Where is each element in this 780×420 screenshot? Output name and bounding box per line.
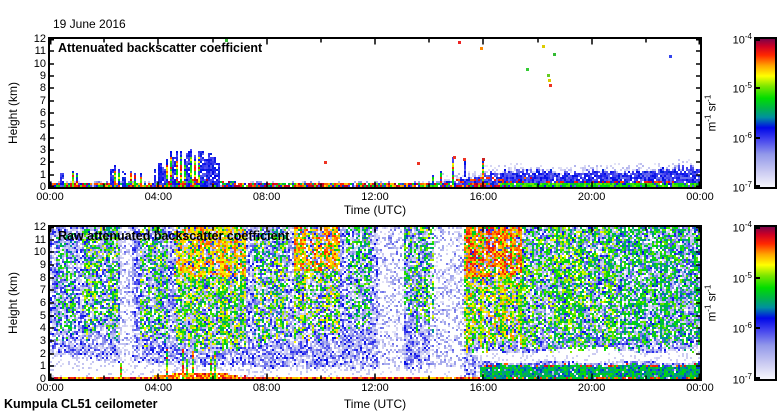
colorbar-tick-mark bbox=[756, 227, 760, 229]
y-tick-label: 3 bbox=[39, 144, 46, 156]
x-tick-label: 12:00 bbox=[361, 191, 389, 203]
x-tick-label: 04:00 bbox=[144, 382, 173, 394]
x-tick-label: 12:00 bbox=[361, 382, 389, 394]
plot-title-attenuated: Attenuated backscatter coefficient bbox=[58, 41, 263, 55]
x-tick-label: 20:00 bbox=[577, 191, 606, 203]
colorbar-tick-label: 10-6 bbox=[732, 130, 752, 146]
y-tick-label: 5 bbox=[39, 119, 46, 132]
y-tick-label: 5 bbox=[39, 309, 46, 322]
y-tick-label: 7 bbox=[39, 94, 46, 107]
colorbar-tick-mark bbox=[756, 377, 760, 379]
y-axis-label-attenuated: Height (km) bbox=[6, 81, 20, 145]
station-label: Kumpula CL51 ceilometer bbox=[4, 397, 158, 411]
y-tick-label: 2 bbox=[39, 156, 46, 169]
y-tick-label: 3 bbox=[39, 335, 46, 347]
y-tick-label: 6 bbox=[39, 297, 46, 309]
y-tick-label: 9 bbox=[39, 259, 46, 271]
colorbar-tick-mark bbox=[756, 185, 760, 187]
plot-title-raw: Raw attenuated backscatter coefficient bbox=[58, 229, 290, 243]
x-tick-label: 20:00 bbox=[577, 382, 606, 394]
x-tick-label: 00:00 bbox=[36, 382, 64, 394]
colorbar-tick-mark bbox=[756, 87, 760, 90]
heatmap-canvas-attenuated bbox=[50, 39, 700, 187]
x-tick-label: 16:00 bbox=[469, 191, 498, 203]
y-tick-label: 1 bbox=[39, 168, 46, 181]
x-axis-label-raw: Time (UTC) bbox=[343, 397, 407, 411]
y-axis-label-raw: Height (km) bbox=[6, 271, 20, 335]
colorbar-gradient-attenuated bbox=[756, 39, 775, 187]
x-tick-label: 08:00 bbox=[252, 382, 281, 394]
colorbar-tick-mark bbox=[756, 136, 760, 139]
y-tick-label: 4 bbox=[39, 131, 46, 144]
y-tick-label: 0 bbox=[39, 181, 46, 193]
plot-area-attenuated: Attenuated backscatter coefficient bbox=[48, 37, 702, 189]
x-tick-label: 00:00 bbox=[686, 191, 714, 203]
heatmap-canvas-raw bbox=[50, 227, 700, 379]
y-tick-label: 1 bbox=[39, 360, 46, 373]
y-tick-label: 6 bbox=[39, 107, 46, 119]
y-tick-label: 8 bbox=[39, 82, 46, 95]
x-axis-label-attenuated: Time (UTC) bbox=[343, 203, 407, 217]
colorbar-tick-label: 10-4 bbox=[732, 220, 752, 235]
colorbar-unit-label: m-1 sr-1 bbox=[703, 94, 719, 132]
colorbar-tick-label: 10-7 bbox=[732, 372, 752, 387]
y-tick-label: 11 bbox=[34, 233, 46, 246]
x-tick-label: 00:00 bbox=[36, 191, 64, 203]
colorbar-attenuated bbox=[754, 37, 777, 189]
x-tick-label: 04:00 bbox=[144, 191, 173, 203]
x-tick-label: 00:00 bbox=[686, 382, 714, 394]
y-tick-label: 2 bbox=[39, 347, 46, 360]
colorbar-tick-mark bbox=[756, 39, 760, 41]
y-tick-label: 8 bbox=[39, 271, 46, 284]
colorbar-tick-label: 10-5 bbox=[732, 270, 752, 286]
y-tick-label: 10 bbox=[33, 57, 46, 70]
y-tick-label: 4 bbox=[39, 322, 46, 335]
y-tick-label: 7 bbox=[39, 284, 46, 297]
y-tick-label: 10 bbox=[33, 246, 46, 259]
colorbar-gradient-raw bbox=[756, 227, 775, 379]
colorbar-raw bbox=[754, 225, 777, 381]
colorbar-tick-mark bbox=[756, 276, 760, 279]
colorbar-tick-label: 10-6 bbox=[732, 321, 752, 336]
x-tick-label: 08:00 bbox=[252, 191, 281, 203]
colorbar-tick-mark bbox=[756, 327, 760, 330]
colorbar-unit-label: m-1 sr-1 bbox=[703, 284, 719, 322]
y-tick-label: 12 bbox=[33, 33, 46, 45]
y-tick-label: 12 bbox=[33, 221, 46, 233]
y-tick-label: 11 bbox=[34, 45, 46, 58]
x-tick-label: 16:00 bbox=[469, 382, 498, 394]
colorbar-tick-label: 10-5 bbox=[732, 81, 752, 96]
plot-area-raw: Raw attenuated backscatter coefficient bbox=[48, 225, 702, 381]
date-label: 19 June 2016 bbox=[53, 17, 126, 31]
colorbar-tick-label: 10-4 bbox=[732, 32, 752, 47]
y-tick-label: 0 bbox=[39, 373, 46, 385]
y-tick-label: 9 bbox=[39, 70, 46, 82]
colorbar-tick-label: 10-7 bbox=[732, 180, 752, 195]
